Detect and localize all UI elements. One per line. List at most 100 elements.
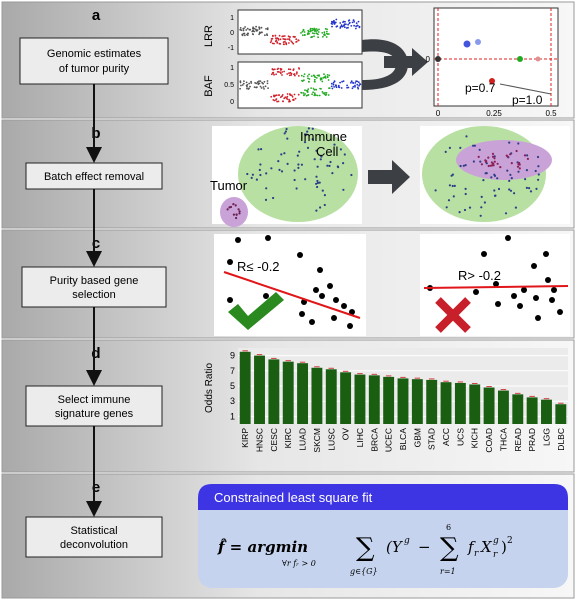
- baf-dot: [312, 74, 315, 77]
- gene-dot: [309, 319, 315, 325]
- gene-dot: [545, 277, 551, 283]
- baf-dot: [338, 86, 341, 89]
- baf-dot: [326, 75, 329, 78]
- cell-dot: [514, 206, 518, 209]
- cell-dot: [517, 170, 520, 173]
- chart-bar: [311, 367, 323, 424]
- selection-bad-label: R> -0.2: [458, 268, 501, 283]
- baf-dot: [359, 83, 362, 86]
- baf-dot: [354, 82, 357, 84]
- baf-dot: [263, 80, 266, 83]
- baf-dot: [281, 71, 284, 73]
- cell-dot: [524, 178, 527, 181]
- cell-dot: [259, 163, 262, 166]
- baf-dot: [319, 87, 321, 90]
- chart-xtick-label: ACC: [441, 428, 451, 446]
- lrr-dot: [325, 30, 328, 33]
- baf-dot: [246, 87, 248, 90]
- gene-dot: [473, 289, 479, 295]
- gene-dot: [481, 251, 487, 257]
- cell-dot: [472, 144, 475, 147]
- immune-ellipse-before: [238, 126, 358, 222]
- gene-dot: [349, 309, 355, 315]
- baf-dot: [273, 95, 276, 98]
- baf-dot: [310, 75, 313, 77]
- cell-dot: [278, 168, 281, 171]
- baf-dot: [286, 98, 289, 100]
- baf-dot: [354, 86, 356, 88]
- gene-dot: [521, 287, 527, 293]
- lrr-dot: [252, 26, 255, 29]
- purity-xtick-025: 0.25: [486, 109, 502, 118]
- cell-dot: [480, 206, 483, 209]
- lrr-dot: [252, 33, 255, 36]
- cell-dot: [534, 169, 537, 173]
- lrr-dot: [270, 40, 273, 42]
- baf-dot: [239, 81, 242, 84]
- lrr-dot: [239, 28, 242, 31]
- lrr-dot: [317, 31, 320, 33]
- lrr-dot: [285, 43, 288, 46]
- lrr-dot: [353, 24, 355, 27]
- panel-letter-c: c: [92, 235, 100, 252]
- lrr-tick-neg1: -1: [228, 45, 234, 52]
- lrr-dot: [278, 42, 281, 45]
- cell-dot: [473, 144, 476, 147]
- baf-dot: [350, 81, 352, 84]
- lrr-dot: [307, 32, 309, 35]
- formula-body3: X: [480, 538, 493, 556]
- lrr-dot: [352, 19, 355, 22]
- cell-dot: [536, 155, 540, 159]
- baf-dot: [295, 72, 298, 75]
- chart-bar: [541, 399, 552, 424]
- lrr-dot: [333, 19, 335, 22]
- lrr-dot: [326, 28, 328, 31]
- cell-dot: [280, 153, 283, 156]
- gene-dot: [511, 293, 517, 299]
- cell-dot: [293, 178, 296, 182]
- cell-dot: [297, 163, 300, 166]
- baf-dot: [318, 94, 321, 97]
- cell-dot: [516, 165, 520, 168]
- baf-dot: [326, 74, 329, 76]
- chart-bar: [325, 369, 337, 424]
- cell-dot: [265, 172, 268, 175]
- cell-dot: [323, 194, 326, 197]
- lrr-dot: [356, 24, 359, 27]
- baf-dot: [248, 82, 251, 85]
- immune-label-line2: Cell: [316, 144, 339, 159]
- check-mark-icon: [228, 292, 284, 330]
- baf-dot: [294, 97, 297, 100]
- cell-dot: [493, 189, 496, 192]
- cell-dot: [509, 173, 512, 176]
- gene-dot: [319, 293, 325, 299]
- lrr-dot: [339, 22, 342, 24]
- cell-dot: [448, 184, 451, 187]
- cell-dot: [509, 153, 512, 156]
- lrr-dot: [241, 34, 244, 37]
- baf-dot: [256, 81, 259, 83]
- gene-dot: [235, 237, 241, 243]
- gene-dot: [347, 323, 353, 329]
- lrr-dot: [297, 39, 300, 41]
- lrr-dot: [335, 18, 338, 21]
- lrr-dot: [313, 27, 316, 30]
- baf-dot: [275, 94, 278, 97]
- step-box-c: [21, 266, 167, 308]
- chart-xtick-label: READ: [513, 428, 523, 452]
- baf-dot: [264, 85, 267, 88]
- baf-dot: [356, 83, 359, 86]
- chart-bar: [239, 351, 251, 424]
- cell-dot: [229, 205, 233, 209]
- chart-xtick-label: CESC: [269, 428, 279, 452]
- baf-dot: [323, 73, 325, 76]
- cell-dot: [493, 157, 496, 160]
- lrr-dot: [314, 30, 316, 33]
- lrr-dot: [333, 22, 336, 25]
- cell-dot: [283, 132, 286, 135]
- cell-dot: [487, 156, 490, 159]
- panel-letter-b: b: [91, 125, 100, 142]
- lrr-dot: [283, 43, 285, 46]
- baf-dot: [333, 80, 336, 83]
- chart-bar: [340, 372, 352, 424]
